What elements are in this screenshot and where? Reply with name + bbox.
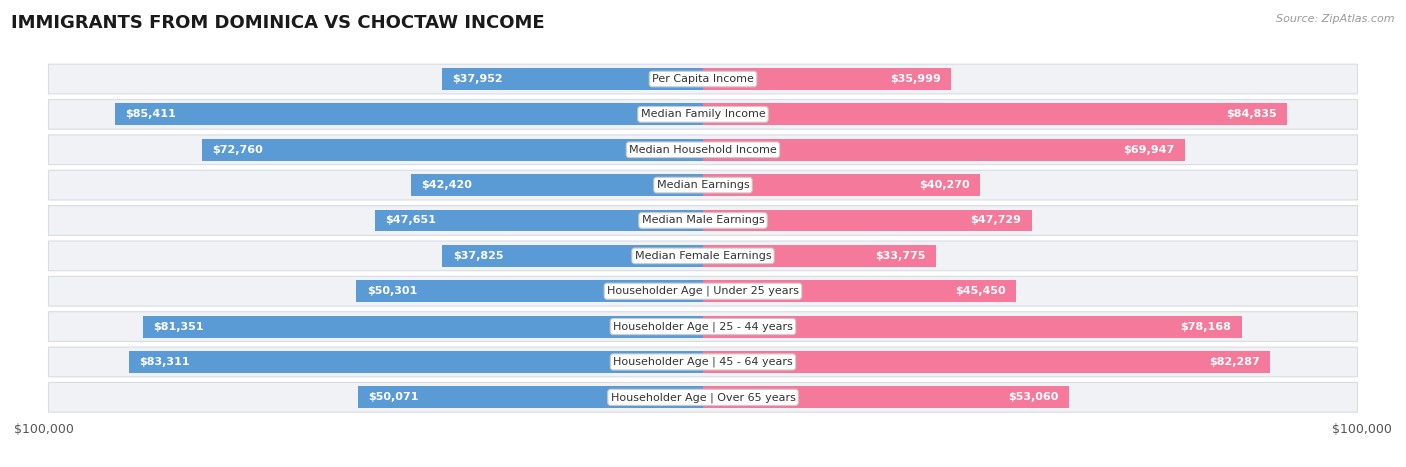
Text: $100,000: $100,000 [1331,423,1392,436]
Bar [201,139,703,161]
Bar [443,245,703,267]
Text: Householder Age | 25 - 44 years: Householder Age | 25 - 44 years [613,321,793,332]
Bar [703,174,980,196]
Text: Median Female Earnings: Median Female Earnings [634,251,772,261]
Text: $47,729: $47,729 [970,215,1022,226]
Text: $50,301: $50,301 [367,286,418,296]
Bar [703,245,935,267]
Text: $35,999: $35,999 [890,74,941,84]
Bar [441,68,703,90]
FancyBboxPatch shape [48,135,1358,164]
Text: Householder Age | Over 65 years: Householder Age | Over 65 years [610,392,796,403]
Bar [703,103,1288,125]
Bar [411,174,703,196]
Bar [703,139,1185,161]
Text: $85,411: $85,411 [125,109,176,120]
Bar [359,386,703,408]
Text: $78,168: $78,168 [1180,322,1232,332]
Bar [114,103,703,125]
Bar [142,316,703,338]
Text: $40,270: $40,270 [920,180,970,190]
FancyBboxPatch shape [48,99,1358,129]
Bar [703,68,950,90]
Bar [129,351,703,373]
FancyBboxPatch shape [48,382,1358,412]
Text: Median Male Earnings: Median Male Earnings [641,215,765,226]
Text: $83,311: $83,311 [139,357,190,367]
Text: IMMIGRANTS FROM DOMINICA VS CHOCTAW INCOME: IMMIGRANTS FROM DOMINICA VS CHOCTAW INCO… [11,14,546,32]
FancyBboxPatch shape [48,170,1358,200]
Text: $81,351: $81,351 [153,322,204,332]
Text: $45,450: $45,450 [955,286,1005,296]
FancyBboxPatch shape [48,347,1358,377]
FancyBboxPatch shape [48,64,1358,94]
Bar [703,280,1017,302]
Text: $72,760: $72,760 [212,145,263,155]
Text: $47,651: $47,651 [385,215,436,226]
Text: $42,420: $42,420 [420,180,472,190]
FancyBboxPatch shape [48,241,1358,271]
FancyBboxPatch shape [48,312,1358,341]
FancyBboxPatch shape [48,205,1358,235]
Bar [703,210,1032,232]
Text: $37,952: $37,952 [451,74,502,84]
Text: Median Household Income: Median Household Income [628,145,778,155]
Text: Householder Age | 45 - 64 years: Householder Age | 45 - 64 years [613,357,793,367]
Bar [703,316,1241,338]
Text: Median Family Income: Median Family Income [641,109,765,120]
Text: $37,825: $37,825 [453,251,503,261]
Bar [357,280,703,302]
FancyBboxPatch shape [48,276,1358,306]
Text: Per Capita Income: Per Capita Income [652,74,754,84]
Bar [703,351,1270,373]
Bar [703,386,1069,408]
Text: $82,287: $82,287 [1209,357,1260,367]
Text: Source: ZipAtlas.com: Source: ZipAtlas.com [1277,14,1395,24]
Text: $84,835: $84,835 [1226,109,1277,120]
Text: $53,060: $53,060 [1008,392,1059,402]
Text: $33,775: $33,775 [875,251,925,261]
Bar [375,210,703,232]
Text: Median Earnings: Median Earnings [657,180,749,190]
Text: Householder Age | Under 25 years: Householder Age | Under 25 years [607,286,799,297]
Text: $69,947: $69,947 [1123,145,1174,155]
Text: $50,071: $50,071 [368,392,419,402]
Text: $100,000: $100,000 [14,423,75,436]
